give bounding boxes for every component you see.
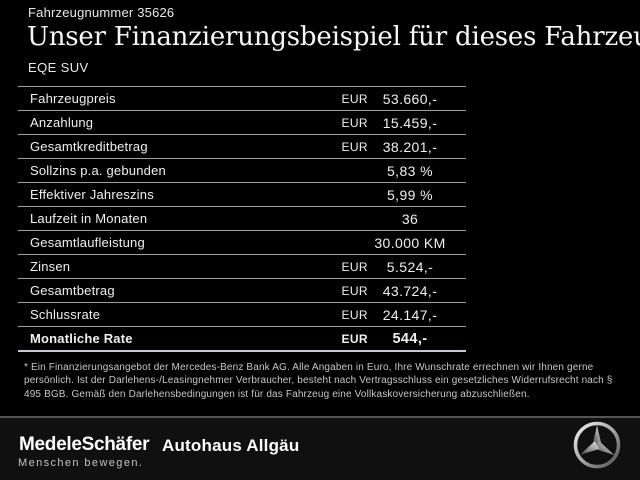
page-title: Unser Finanzierungsbeispiel für dieses F… [27,22,640,52]
row-label: Schlussrate [30,307,101,322]
footer-bar [0,416,640,480]
row-label: Gesamtkreditbetrag [30,139,148,154]
table-row: Effektiver Jahreszins 5,99 % [18,183,466,207]
row-value: 53.660,- [382,90,438,107]
row-value: 38.201,- [382,138,438,155]
vehicle-number: Fahrzeugnummer 35626 [28,5,175,20]
table-row: Anzahlung EUR 15.459,- [18,111,466,135]
row-label: Anzahlung [30,115,94,130]
row-label: Zinsen [30,259,71,274]
row-label: Fahrzeugpreis [30,91,116,106]
row-value: 30.000 KM [374,234,446,251]
row-value: 24.147,- [382,306,438,323]
table-row: Gesamtkreditbetrag EUR 38.201,- [18,135,466,159]
row-value: 36 [401,210,419,227]
row-currency: EUR [341,91,368,106]
table-row: Schlussrate EUR 24.147,- [18,303,466,327]
legal-footnote: * Ein Finanzierungsangebot der Mercedes-… [24,362,613,400]
dealer-logo: MedeleSchäfer [19,434,150,455]
mercedes-star-icon [573,421,621,469]
row-currency: EUR [341,283,368,298]
table-row: Gesamtbetrag EUR 43.724,- [18,279,466,303]
table-row: Laufzeit in Monaten 36 [18,207,466,231]
row-value: 15.459,- [382,114,438,131]
row-currency: EUR [341,331,368,346]
row-label: Monatliche Rate [30,331,133,346]
row-value: 5,99 % [387,186,433,203]
row-currency: EUR [341,139,368,154]
row-value: 5,83 % [387,162,433,179]
row-value: 544,- [392,330,428,347]
table-row: Zinsen EUR 5.524,- [18,255,466,279]
table-row-monthly-rate: Monatliche Rate EUR 544,- [18,327,466,352]
row-currency: EUR [341,259,368,274]
financing-table: Fahrzeugpreis EUR 53.660,- Anzahlung EUR… [18,86,466,352]
dealer-tagline: Menschen bewegen. [18,457,144,469]
row-value: 43.724,- [382,282,438,299]
row-currency: EUR [341,307,368,322]
table-row: Fahrzeugpreis EUR 53.660,- [18,87,466,111]
dealer-name: Autohaus Allgäu [162,436,300,455]
row-label: Gesamtbetrag [30,283,115,298]
row-label: Effektiver Jahreszins [30,187,154,202]
table-row: Sollzins p.a. gebunden 5,83 % [18,159,466,183]
vehicle-model: EQE SUV [28,60,89,75]
row-value: 5.524,- [386,258,434,275]
table-row: Gesamtlaufleistung 30.000 KM [18,231,466,255]
row-label: Sollzins p.a. gebunden [30,163,166,178]
row-currency: EUR [341,115,368,130]
row-label: Gesamtlaufleistung [30,235,145,250]
row-label: Laufzeit in Monaten [30,211,148,226]
